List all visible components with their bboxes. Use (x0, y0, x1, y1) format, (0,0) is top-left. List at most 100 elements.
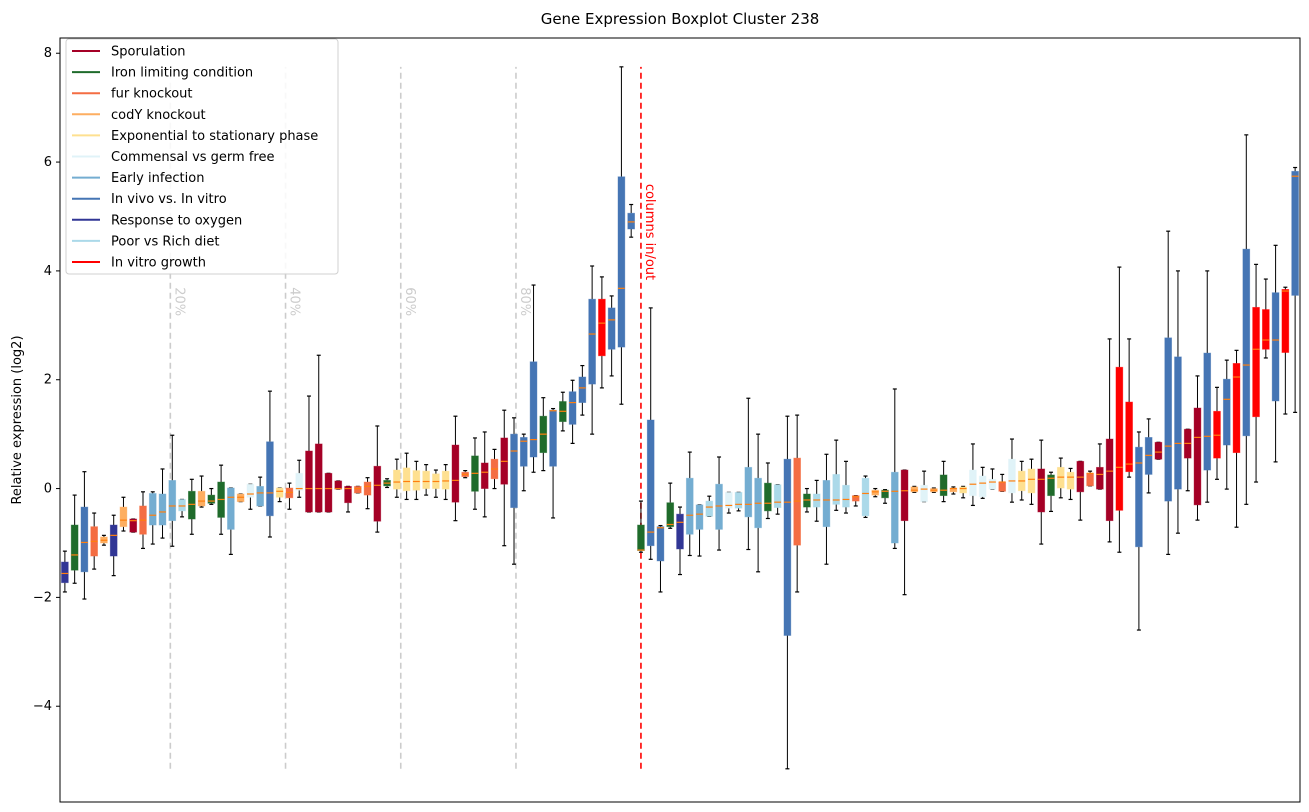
box-44 (480, 431, 489, 518)
box-103 (1056, 457, 1065, 499)
box (1086, 472, 1094, 487)
box (969, 469, 977, 497)
box (676, 513, 684, 550)
y-tick-label: −2 (33, 590, 52, 605)
box (246, 483, 255, 498)
box (549, 409, 557, 467)
box (998, 481, 1007, 492)
box (393, 469, 401, 490)
legend-entry: Response to oxygen (111, 213, 242, 228)
box (978, 475, 987, 498)
box (275, 487, 284, 498)
box-12 (168, 434, 177, 547)
box-63 (666, 482, 675, 529)
box-127 (1291, 166, 1299, 413)
box-108 (1105, 338, 1114, 543)
box (510, 433, 518, 509)
box-88 (910, 485, 919, 493)
box-75 (783, 415, 792, 770)
box (70, 524, 79, 571)
legend-entry: codY knockout (111, 108, 206, 123)
y-axis-label: Relative expression (log2) (10, 335, 25, 504)
box-77 (803, 487, 811, 513)
box (637, 524, 645, 551)
box (939, 474, 948, 497)
box-82 (851, 495, 860, 507)
box-111 (1135, 431, 1143, 631)
box-53 (568, 379, 577, 444)
box-15 (197, 475, 206, 508)
box-54 (578, 364, 587, 416)
legend-entry: Iron limiting condition (111, 66, 253, 81)
box-90 (930, 487, 938, 493)
box-94 (969, 443, 977, 507)
box (227, 487, 235, 530)
box-55 (588, 265, 596, 435)
box-115 (1174, 270, 1182, 534)
box (1271, 292, 1280, 402)
box-92 (949, 486, 958, 495)
y-tick-label: 2 (44, 373, 52, 388)
box-33 (373, 425, 382, 533)
box-73 (764, 462, 772, 520)
box-19 (236, 493, 245, 503)
box (1242, 248, 1251, 437)
box-95 (978, 466, 987, 499)
box (881, 489, 889, 499)
box-102 (1047, 471, 1055, 513)
box (61, 561, 69, 584)
box-1 (61, 550, 69, 593)
box (1222, 378, 1231, 446)
box-87 (900, 469, 909, 596)
box-45 (490, 448, 499, 490)
box-97 (998, 473, 1007, 492)
box-40 (441, 464, 450, 501)
box (334, 480, 343, 490)
box-14 (187, 478, 196, 535)
box-113 (1154, 441, 1163, 460)
box (920, 484, 928, 503)
box-38 (422, 464, 430, 496)
box-74 (773, 484, 782, 515)
y-tick-label: −4 (33, 699, 52, 714)
box-99 (1017, 460, 1026, 501)
box-76 (793, 414, 801, 593)
box-117 (1193, 375, 1202, 521)
box (519, 437, 528, 467)
box (363, 481, 372, 496)
box (568, 391, 577, 425)
box (959, 486, 967, 494)
box (1262, 309, 1270, 350)
box-34 (383, 478, 391, 489)
box (1027, 468, 1036, 494)
box-27 (314, 354, 323, 513)
box-58 (617, 66, 626, 405)
box (187, 490, 196, 520)
percent-line-label: 40% (287, 287, 302, 316)
box-107 (1096, 443, 1104, 490)
box (1125, 401, 1133, 473)
box-89 (920, 470, 928, 503)
box (890, 471, 899, 544)
box-22 (266, 390, 274, 538)
box (1193, 407, 1202, 506)
box-69 (725, 491, 733, 514)
box-2 (70, 494, 79, 584)
box (80, 506, 89, 573)
box-110 (1125, 338, 1133, 478)
box (451, 444, 460, 503)
box (598, 298, 606, 357)
legend-entry: In vivo vs. In vitro (111, 192, 227, 207)
percent-line-label: 60% (402, 287, 417, 316)
box-36 (402, 452, 411, 501)
box-85 (881, 489, 889, 504)
box-71 (744, 397, 753, 551)
box (148, 493, 157, 526)
box-10 (148, 491, 157, 545)
box-42 (461, 470, 470, 479)
box (734, 491, 743, 509)
box-91 (939, 460, 948, 503)
box-23 (275, 487, 284, 503)
box (1252, 306, 1260, 418)
box (402, 467, 411, 492)
